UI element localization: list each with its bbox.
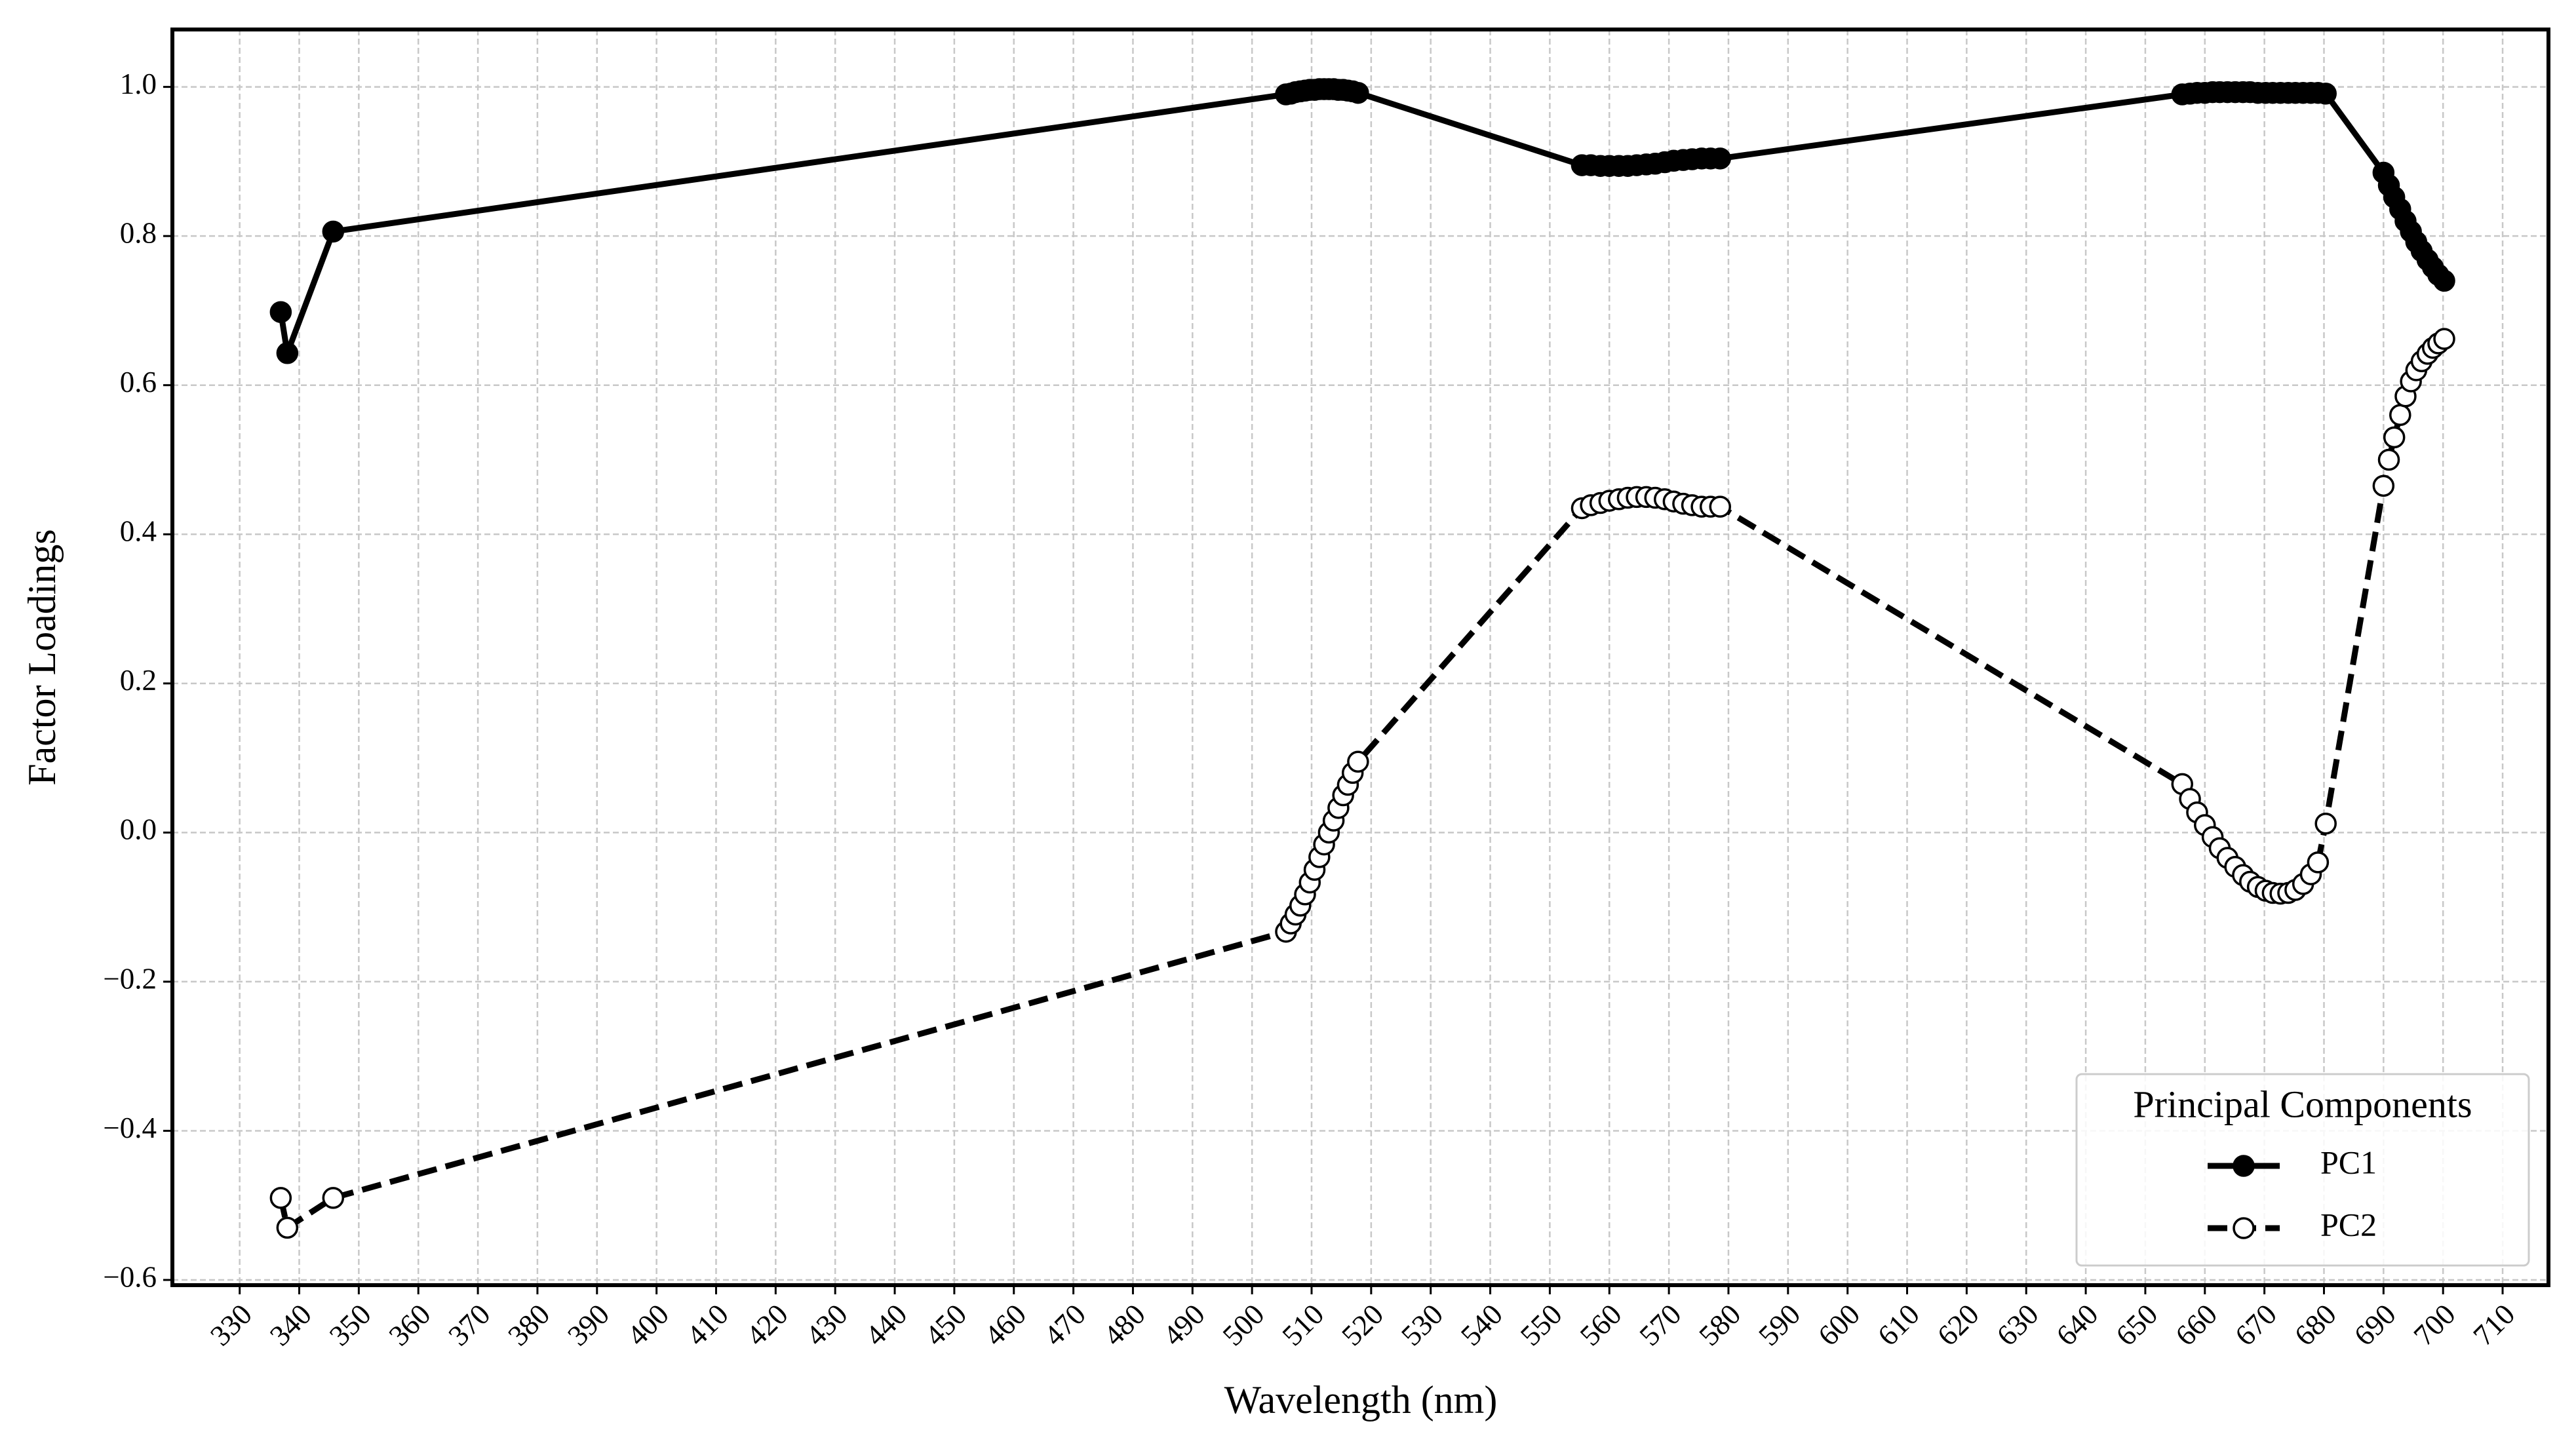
x-tick-label: 590 <box>1752 1298 1806 1352</box>
legend-box <box>2075 1073 2530 1267</box>
x-tick-label: 390 <box>561 1298 615 1352</box>
x-tick-label: 490 <box>1157 1298 1211 1352</box>
legend-title: Principal Components <box>2133 1083 2472 1125</box>
x-tick-label: 360 <box>383 1298 437 1352</box>
x-tick-label: 640 <box>2050 1298 2104 1352</box>
x-tick-label: 630 <box>1991 1298 2045 1352</box>
x-tick-label: 370 <box>442 1298 496 1352</box>
y-tick-label: 0.0 <box>120 813 157 846</box>
x-tick-label: 480 <box>1097 1298 1152 1352</box>
plot-frame <box>170 28 2550 1287</box>
data-point <box>276 1216 299 1239</box>
y-tick-label: −0.2 <box>103 962 157 995</box>
data-point <box>1347 750 1369 773</box>
x-tick-label: 660 <box>2169 1298 2223 1352</box>
x-tick-label: 450 <box>918 1298 973 1352</box>
x-axis-label: Wavelength (nm) <box>1224 1378 1498 1421</box>
x-tick-label: 700 <box>2407 1298 2461 1352</box>
x-tick-label: 650 <box>2109 1298 2164 1352</box>
series-line <box>277 86 2447 357</box>
data-point <box>2314 83 2337 105</box>
data-point <box>2433 269 2455 292</box>
data-point <box>2383 426 2406 449</box>
y-tick-label: 0.2 <box>120 664 157 697</box>
x-tick-label: 410 <box>680 1298 735 1352</box>
data-point <box>269 1187 292 1209</box>
y-tick-label: 1.0 <box>120 68 157 100</box>
y-axis-label: Factor Loadings <box>20 529 64 786</box>
legend-marker <box>2233 1217 2255 1239</box>
data-point <box>2372 474 2395 497</box>
x-tick-label: 670 <box>2229 1298 2283 1352</box>
x-tick-label: 470 <box>1038 1298 1092 1352</box>
x-tick-label: 530 <box>1395 1298 1449 1352</box>
x-tick-label: 380 <box>501 1298 556 1352</box>
x-tick-label: 350 <box>323 1298 378 1352</box>
legend-label: PC1 <box>2320 1144 2377 1180</box>
y-tick-label: −0.4 <box>103 1111 157 1144</box>
legend-label: PC2 <box>2320 1206 2377 1243</box>
data-point <box>2377 448 2400 471</box>
x-tick-label: 520 <box>1335 1298 1390 1352</box>
x-tick-label: 400 <box>621 1298 675 1352</box>
data-point <box>322 220 345 243</box>
data-point <box>2433 328 2455 350</box>
x-tick-label: 460 <box>978 1298 1032 1352</box>
y-tick-label: 0.6 <box>120 366 157 398</box>
x-tick-label: 500 <box>1216 1298 1270 1352</box>
data-point <box>1709 495 1731 518</box>
x-tick-label: 430 <box>799 1298 853 1352</box>
x-tick-label: 690 <box>2348 1298 2402 1352</box>
x-tick-label: 600 <box>1812 1298 1866 1352</box>
x-tick-label: 570 <box>1633 1298 1687 1352</box>
x-tick-label: 420 <box>740 1298 794 1352</box>
data-point <box>1709 147 1731 170</box>
data-point <box>269 301 292 323</box>
data-point <box>322 1187 345 1209</box>
x-tick-label: 680 <box>2288 1298 2343 1352</box>
x-tick-label: 540 <box>1454 1298 1509 1352</box>
legend-marker <box>2233 1155 2255 1177</box>
x-tick-label: 580 <box>1692 1298 1747 1352</box>
x-tick-label: 440 <box>859 1298 913 1352</box>
data-point <box>1347 81 1369 104</box>
data-point <box>2389 404 2411 426</box>
data-point <box>2314 812 2337 835</box>
x-tick-label: 340 <box>263 1298 318 1352</box>
y-tick-label: 0.4 <box>120 515 157 548</box>
x-tick-label: 560 <box>1574 1298 1628 1352</box>
x-tick-label: 710 <box>2467 1298 2521 1352</box>
data-point <box>276 342 299 364</box>
x-tick-label: 550 <box>1514 1298 1569 1352</box>
y-tick-label: −0.6 <box>103 1260 157 1293</box>
x-tick-label: 620 <box>1931 1298 1985 1352</box>
data-point <box>2307 851 2330 874</box>
x-tick-label: 510 <box>1276 1298 1330 1352</box>
x-tick-label: 610 <box>1871 1298 1926 1352</box>
y-tick-label: 0.8 <box>120 216 157 249</box>
x-tick-label: 330 <box>204 1298 258 1352</box>
